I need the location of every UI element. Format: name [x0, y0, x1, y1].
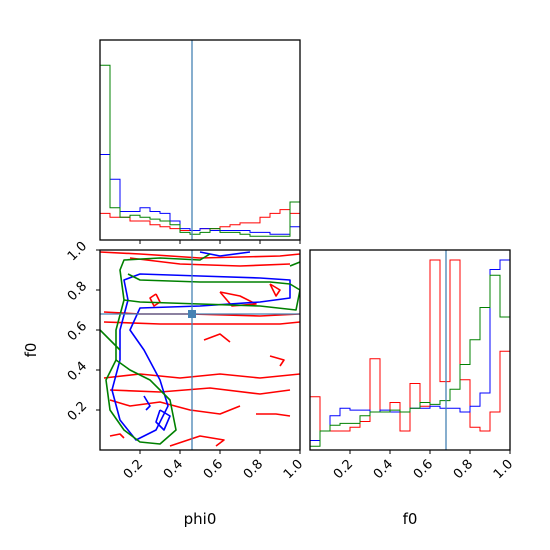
- contour-1-path-1: [143, 395, 151, 411]
- contour-0-path-13: [256, 413, 291, 417]
- joint-y-tick-label-3: 0.8: [65, 279, 90, 304]
- contour-0-path-0: [100, 251, 300, 259]
- contour-0-path-9: [109, 399, 241, 415]
- phi0-hist-series-0: [99, 209, 301, 240]
- contour-2-path-0: [115, 253, 211, 360]
- phi0-hist-series-1: [99, 154, 301, 240]
- contour-1-path-0: [111, 273, 291, 441]
- phi0-hist-frame: [99, 39, 301, 241]
- contour-0-path-14: [109, 433, 125, 439]
- phi0-histogram-panel: [99, 39, 301, 244]
- f0-hist-x-tick-label-1: 0.4: [371, 457, 396, 482]
- f0-hist-x-tick-label-4: 1.0: [491, 457, 516, 482]
- contour-0-path-11: [203, 333, 231, 343]
- f0-hist-series-2: [309, 274, 511, 450]
- f0-hist-frame: [309, 249, 511, 451]
- contour-2-path-3: [100, 329, 121, 351]
- contour-1-path-3: [199, 251, 251, 257]
- contour-0-path-12: [269, 355, 285, 367]
- y-axis-label-f0: f0: [22, 343, 40, 358]
- joint-x-tick-label-2: 0.6: [201, 457, 226, 482]
- joint-y-tick-label-2: 0.6: [65, 319, 90, 344]
- joint-x-tick-label-0: 0.2: [121, 457, 146, 482]
- joint-y-tick-label-4: 1.0: [65, 239, 90, 264]
- contour-1-path-2: [155, 409, 171, 431]
- f0-hist-x-tick-label-2: 0.6: [411, 457, 436, 482]
- contour-0-path-7: [103, 373, 300, 379]
- contour-group: [100, 251, 300, 447]
- x-axis-label-f0: f0: [403, 510, 418, 528]
- contour-0-path-1: [129, 257, 291, 267]
- contour-2-path-2: [105, 359, 177, 445]
- joint-x-tick-label-1: 0.4: [161, 457, 186, 482]
- joint-x-tick-label-4: 1.0: [281, 457, 306, 482]
- x-axis-label-phi0: phi0: [184, 510, 217, 528]
- joint-y-tick-label-0: 0.2: [65, 399, 90, 424]
- joint-y-tick-label-1: 0.4: [65, 359, 90, 384]
- contour-0-path-8: [109, 387, 291, 395]
- joint-x-tick-label-3: 0.8: [241, 457, 266, 482]
- phi0-hist-series-2: [99, 64, 301, 240]
- contour-0-path-5: [219, 291, 257, 307]
- contour-2-path-1: [123, 273, 300, 311]
- f0-hist-x-tick-label-0: 0.2: [331, 457, 356, 482]
- f0-hist-x-tick-label-3: 0.8: [451, 457, 476, 482]
- contour-0-path-4: [149, 293, 161, 307]
- f0-histogram-panel: 0.2 0.4 0.6 0.8 1.0: [309, 249, 516, 482]
- contour-0-path-3: [103, 321, 300, 325]
- contour-0-path-10: [169, 435, 225, 447]
- f0-hist-series-0: [309, 259, 511, 450]
- contour-2-path-4: [289, 261, 300, 267]
- truth-marker: [188, 310, 196, 318]
- phi0-f0-contour-panel: 0.2 0.4 0.6 0.8 1.0 0.2 0.4 0.6 0.8 1.0: [65, 239, 306, 482]
- joint-frame: [99, 249, 301, 451]
- contour-0-path-6: [269, 283, 281, 297]
